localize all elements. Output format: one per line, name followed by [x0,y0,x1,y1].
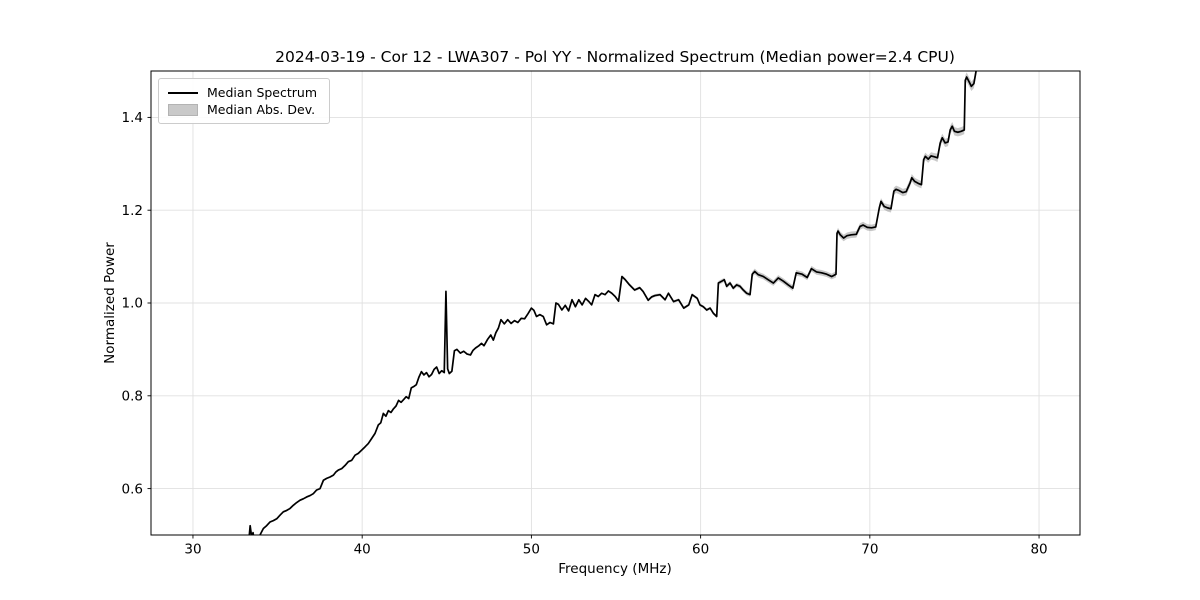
y-tick-label: 1.4 [122,110,143,126]
mad-band [249,71,977,535]
legend-entry-median-spectrum: Median Spectrum [168,85,321,100]
y-tick-label: 1.2 [122,203,143,219]
legend-patch-sample [168,103,198,116]
y-tick-label: 1.0 [122,296,143,312]
y-tick-label: 0.6 [122,481,143,497]
legend-label-median-abs-dev: Median Abs. Dev. [207,102,316,117]
x-axis-label: Frequency (MHz) [558,561,672,577]
legend-label-median-spectrum: Median Spectrum [207,85,318,100]
x-tick-label: 70 [861,542,878,558]
legend-entry-median-abs-dev: Median Abs. Dev. [168,102,321,117]
x-tick-label: 40 [354,542,371,558]
median-spectrum-line [248,71,977,535]
y-axis-label: Normalized Power [102,242,118,364]
y-tick-label: 0.8 [122,389,143,405]
legend-line-sample [168,91,198,94]
x-tick-label: 80 [1030,542,1047,558]
legend: Median Spectrum Median Abs. Dev. [158,78,330,124]
x-tick-label: 30 [184,542,201,558]
x-tick-label: 60 [692,542,709,558]
x-tick-label: 50 [523,542,540,558]
chart-title: 2024-03-19 - Cor 12 - LWA307 - Pol YY - … [275,48,955,66]
